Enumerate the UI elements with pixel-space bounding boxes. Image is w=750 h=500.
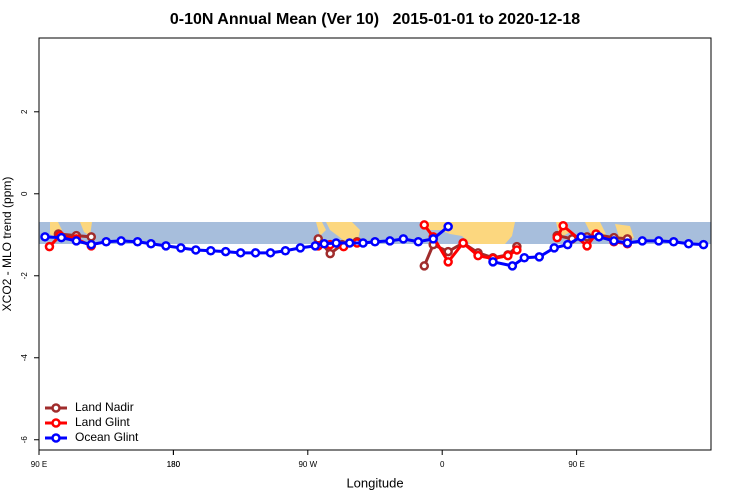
data-point: [562, 239, 573, 250]
y-tick-label: -4: [20, 354, 29, 362]
data-point: [191, 245, 201, 255]
data-point: [609, 236, 619, 246]
data-point: [519, 252, 530, 263]
data-point: [503, 250, 513, 261]
data-point: [637, 236, 648, 246]
data-point: [146, 239, 156, 249]
x-axis-label: Longitude: [346, 475, 403, 490]
y-axis-label: XCO2 - MLO trend (ppm): [0, 177, 14, 312]
data-point: [443, 257, 453, 267]
legend-marker: [51, 418, 61, 428]
data-point: [344, 238, 355, 248]
x-tick-label: 0: [440, 460, 445, 469]
y-tick-label: 2: [20, 109, 29, 114]
data-point: [161, 241, 171, 251]
plot-frame: [38, 37, 712, 451]
data-point: [280, 246, 291, 256]
data-point: [419, 220, 430, 230]
data-point: [40, 232, 50, 242]
data-point: [488, 257, 498, 267]
y-tick-label: -2: [20, 272, 29, 280]
data-point: [116, 236, 126, 246]
legend-label: Ocean Glint: [75, 430, 139, 444]
ocean-band: [39, 222, 711, 244]
data-point: [86, 239, 97, 250]
data-point: [558, 221, 568, 231]
data-point: [319, 239, 329, 249]
data-point: [473, 250, 483, 261]
data-point: [385, 236, 395, 246]
data-point: [176, 243, 186, 253]
x-tick-label: 180: [167, 460, 181, 469]
data-point: [443, 246, 453, 257]
data-point: [458, 238, 468, 248]
legend-label: Land Nadir: [75, 400, 134, 414]
data-point: [683, 239, 694, 249]
data-point: [331, 238, 341, 248]
data-point: [582, 241, 592, 251]
data-point: [101, 236, 111, 247]
data-point: [265, 248, 276, 258]
data-point: [71, 236, 82, 246]
data-point: [132, 236, 143, 247]
data-point: [220, 246, 231, 257]
data-point: [698, 239, 709, 250]
data-point: [594, 232, 604, 242]
data-point: [358, 238, 368, 248]
data-point: [250, 248, 261, 258]
data-point: [398, 234, 409, 244]
data-point: [622, 238, 633, 248]
legend-marker: [51, 403, 61, 413]
y-tick-label: 0: [20, 191, 29, 196]
legend-label: Land Glint: [75, 415, 130, 429]
data-point: [310, 241, 321, 251]
data-point: [235, 248, 246, 258]
data-point: [443, 221, 453, 232]
data-point: [576, 232, 586, 242]
legend-marker: [51, 433, 61, 443]
data-point: [370, 236, 380, 247]
data-point: [325, 248, 335, 259]
data-point: [295, 243, 306, 253]
data-point: [534, 252, 545, 262]
x-tick-label: 90 E: [568, 460, 584, 469]
x-tick-label: 90 E: [31, 460, 47, 469]
data-point: [419, 261, 430, 271]
x-tick-label: 90 W: [298, 460, 317, 469]
data-point: [549, 243, 559, 253]
x-tick-label: 180: [167, 460, 181, 469]
data-point: [428, 234, 438, 244]
data-point: [512, 245, 522, 255]
chart-title: 0-10N Annual Mean (Ver 10) 2015-01-01 to…: [170, 11, 580, 28]
data-point: [668, 236, 679, 247]
data-point: [86, 232, 97, 242]
data-point: [44, 241, 55, 252]
data-point: [552, 232, 562, 243]
data-point: [413, 236, 424, 247]
data-point: [507, 261, 518, 271]
y-tick-label: -6: [20, 436, 29, 444]
data-point: [653, 236, 664, 246]
data-point: [205, 246, 216, 256]
data-point: [56, 232, 67, 243]
